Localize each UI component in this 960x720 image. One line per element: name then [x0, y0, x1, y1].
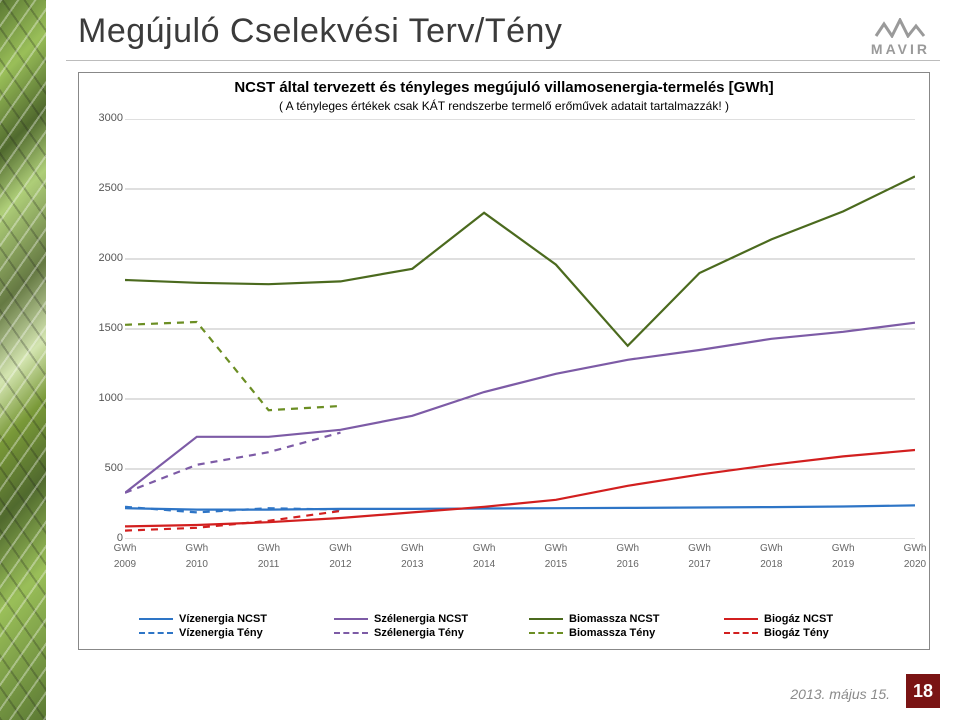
legend-item: Szélenergia Tény: [334, 627, 529, 639]
legend-item: Biogáz NCST: [724, 613, 919, 625]
x-year-label: 2009: [107, 559, 143, 570]
brand-block: MAVIR: [871, 18, 930, 57]
slide-title: Megújuló Cselekvési Terv/Tény: [78, 12, 562, 51]
x-unit-label: GWh: [682, 543, 718, 554]
y-tick-label: 500: [83, 462, 123, 474]
legend-label: Biomassza NCST: [569, 613, 659, 625]
chart-svg: [125, 119, 915, 539]
y-tick-label: 2500: [83, 182, 123, 194]
x-unit-label: GWh: [610, 543, 646, 554]
x-unit-label: GWh: [394, 543, 430, 554]
x-year-label: 2020: [897, 559, 933, 570]
legend-swatch-icon: [334, 618, 368, 620]
x-year-label: 2011: [251, 559, 287, 570]
x-year-label: 2014: [466, 559, 502, 570]
legend-swatch-icon: [139, 632, 173, 634]
legend-label: Vízenergia Tény: [179, 627, 263, 639]
page-number-badge: 18: [906, 674, 940, 708]
legend-swatch-icon: [529, 632, 563, 634]
slide: Megújuló Cselekvési Terv/Tény MAVIR NCST…: [0, 0, 960, 720]
legend-item: Biomassza Tény: [529, 627, 724, 639]
legend-swatch-icon: [334, 632, 368, 634]
y-tick-label: 3000: [83, 112, 123, 124]
legend-swatch-icon: [139, 618, 173, 620]
x-unit-label: GWh: [538, 543, 574, 554]
x-year-label: 2013: [394, 559, 430, 570]
x-unit-label: GWh: [897, 543, 933, 554]
brand-text: MAVIR: [871, 41, 930, 57]
x-year-label: 2010: [179, 559, 215, 570]
decorative-side-strip: [0, 0, 46, 720]
chart-plot-area: [125, 119, 915, 539]
mavir-logo-icon: [874, 18, 930, 43]
legend-item: Szélenergia NCST: [334, 613, 529, 625]
chart-legend: Vízenergia NCST Vízenergia Tény Szélenergi…: [139, 611, 919, 641]
chart-container: NCST által tervezett és tényleges megúju…: [78, 72, 930, 650]
legend-column: Szélenergia NCST Szélenergia Tény: [334, 611, 529, 641]
legend-label: Biogáz NCST: [764, 613, 833, 625]
legend-swatch-icon: [529, 618, 563, 620]
legend-item: Vízenergia Tény: [139, 627, 334, 639]
chart-subtitle: ( A tényleges értékek csak KÁT rendszerb…: [79, 99, 929, 113]
legend-label: Biogáz Tény: [764, 627, 829, 639]
legend-column: Biomassza NCST Biomassza Tény: [529, 611, 724, 641]
legend-label: Biomassza Tény: [569, 627, 655, 639]
legend-item: Biogáz Tény: [724, 627, 919, 639]
legend-label: Vízenergia NCST: [179, 613, 267, 625]
x-unit-label: GWh: [466, 543, 502, 554]
title-underline: [66, 60, 940, 61]
legend-item: Biomassza NCST: [529, 613, 724, 625]
x-year-label: 2019: [825, 559, 861, 570]
x-year-label: 2018: [753, 559, 789, 570]
x-unit-label: GWh: [322, 543, 358, 554]
chart-title: NCST által tervezett és tényleges megúju…: [79, 79, 929, 96]
legend-column: Vízenergia NCST Vízenergia Tény: [139, 611, 334, 641]
legend-column: Biogáz NCST Biogáz Tény: [724, 611, 919, 641]
legend-swatch-icon: [724, 632, 758, 634]
x-unit-label: GWh: [825, 543, 861, 554]
legend-swatch-icon: [724, 618, 758, 620]
x-year-label: 2015: [538, 559, 574, 570]
x-unit-label: GWh: [179, 543, 215, 554]
legend-item: Vízenergia NCST: [139, 613, 334, 625]
page-number: 18: [913, 681, 933, 702]
x-unit-label: GWh: [753, 543, 789, 554]
legend-label: Szélenergia NCST: [374, 613, 468, 625]
legend-label: Szélenergia Tény: [374, 627, 464, 639]
x-year-label: 2017: [682, 559, 718, 570]
x-year-label: 2016: [610, 559, 646, 570]
y-tick-label: 2000: [83, 252, 123, 264]
y-tick-label: 1000: [83, 392, 123, 404]
x-unit-label: GWh: [107, 543, 143, 554]
x-year-label: 2012: [322, 559, 358, 570]
footer-date: 2013. május 15.: [790, 686, 890, 702]
y-tick-label: 1500: [83, 322, 123, 334]
x-unit-label: GWh: [251, 543, 287, 554]
